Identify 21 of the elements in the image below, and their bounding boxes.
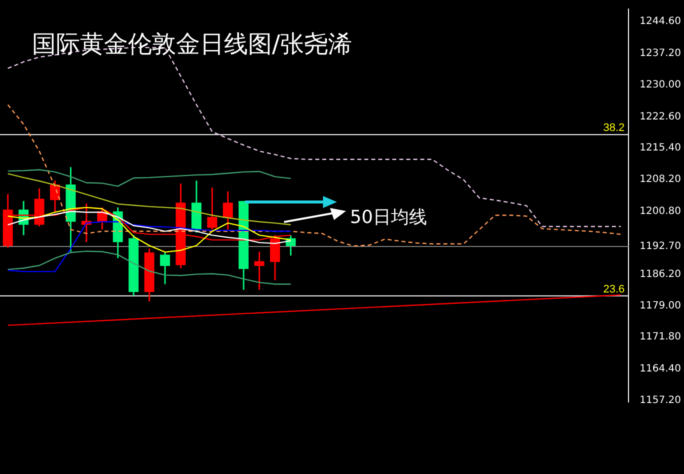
y-tick-label: 1192.70 <box>640 241 682 252</box>
y-tick-label: 1200.80 <box>640 206 682 217</box>
annotation: 23.6 <box>603 283 625 296</box>
y-tick-label: 1171.80 <box>640 332 682 343</box>
annotation: 50日均线 <box>350 206 427 229</box>
y-tick-label: 1164.40 <box>640 364 682 375</box>
y-tick-label: 1244.60 <box>640 16 682 28</box>
candlestick <box>160 250 170 285</box>
y-tick-label: 1230.00 <box>640 79 682 90</box>
y-tick-label: 1186.20 <box>640 269 682 280</box>
y-tick-label: 1215.40 <box>640 142 682 154</box>
annotation: 38.2 <box>603 122 625 134</box>
y-tick-label: 1208.20 <box>640 174 682 185</box>
y-tick-label: 1157.20 <box>640 394 682 406</box>
y-tick-label: 1237.20 <box>640 48 682 60</box>
y-tick-label: 1179.00 <box>640 300 682 312</box>
candlestick <box>207 186 218 230</box>
text: 国际黄金伦敦金日线图/张尧浠 <box>32 29 352 60</box>
candlestick <box>222 190 233 230</box>
candlestick <box>254 250 264 291</box>
y-tick-label: 1222.60 <box>640 111 682 122</box>
